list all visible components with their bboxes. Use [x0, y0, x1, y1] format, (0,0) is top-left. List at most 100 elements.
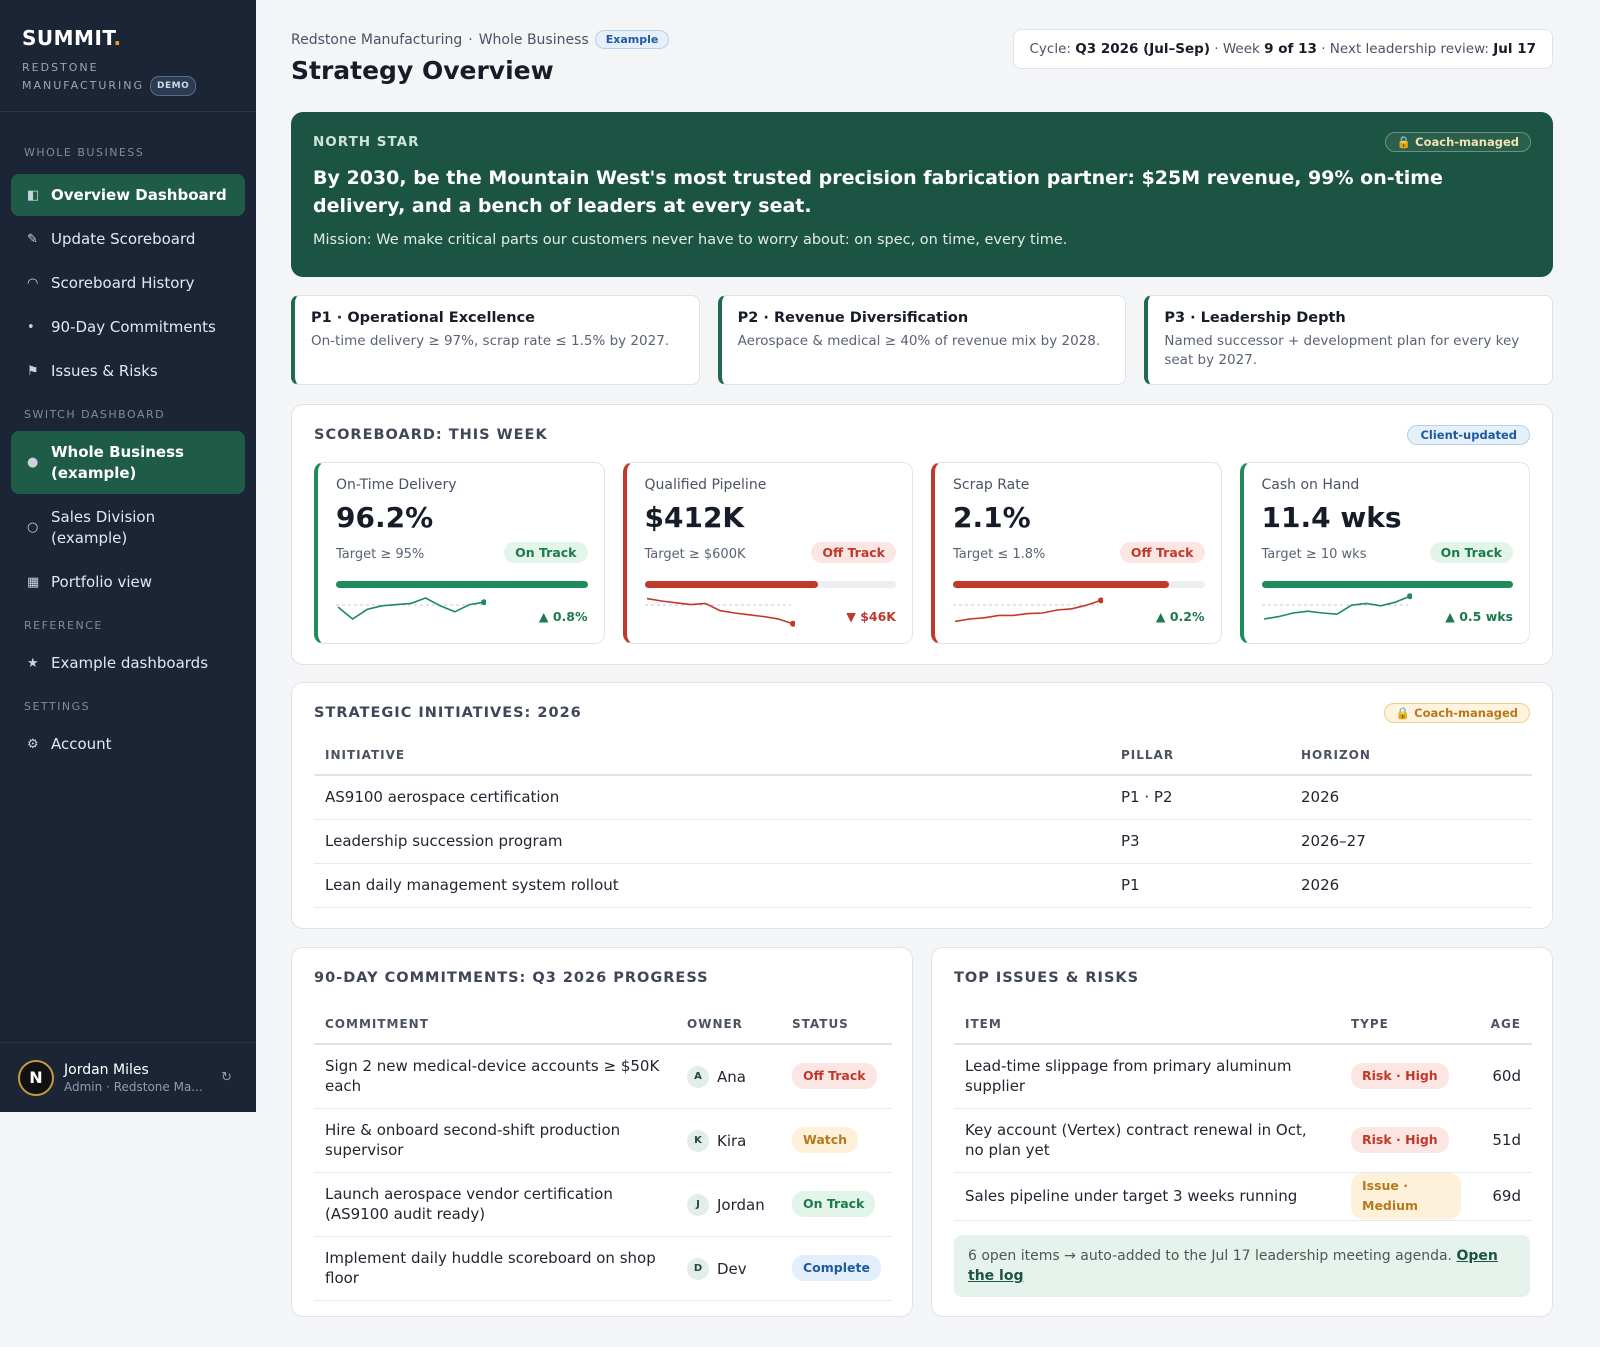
initiatives-card: STRATEGIC INITIATIVES: 2026 🔒 Coach-mana… [291, 682, 1553, 929]
sparkline [1261, 593, 1412, 620]
owner: K Kira [687, 1130, 746, 1152]
status-badge: Complete [792, 1255, 881, 1281]
status-badge: Watch [792, 1127, 859, 1153]
initiative-pillar: P1 · P2 [1110, 775, 1290, 820]
table-row[interactable]: Lean daily management system rollout P1 20… [314, 863, 1532, 908]
kpi-row: On-Time Delivery 96.2% Target ≥ 95% On Trac… [314, 462, 1530, 644]
nav-update-scoreboard[interactable]: ✎ Update Scoreboard [27, 230, 196, 248]
initiative-name: Leadership succession program [314, 819, 1110, 864]
owner: D Dev [687, 1258, 747, 1280]
nav-example-dashboards[interactable]: ★ Example dashboards [27, 654, 209, 672]
table-row[interactable]: Lead-time slippage from primary aluminum… [954, 1044, 1532, 1109]
status-badge: On Track [792, 1191, 876, 1217]
table-row[interactable]: Launch aerospace vendor certification (A… [314, 1172, 892, 1237]
refresh-icon[interactable]: ↻ [221, 1070, 232, 1085]
pencil-icon: ✎ [27, 231, 38, 247]
kpi-target: Target ≤ 1.8% [953, 547, 1046, 562]
nav-90-day-commitments[interactable]: • 90-Day Commitments [27, 318, 216, 336]
sparkline-endpoint [789, 620, 795, 627]
pillars-row: P1 · Operational Excellence On-time deli… [291, 295, 1554, 385]
gear-icon: ⚙ [27, 736, 39, 752]
table-row[interactable]: Key account (Vertex) contract renewal in… [954, 1108, 1532, 1173]
table-row[interactable]: Hire & onboard second-shift production s… [314, 1108, 892, 1173]
nav-section-reference: REFERENCE [24, 619, 103, 632]
commitment-text: Implement daily huddle scoreboard on sho… [314, 1236, 676, 1301]
coach-managed-badge: 🔒 Coach-managed [1384, 132, 1531, 152]
initiative-horizon: 2026–27 [1290, 819, 1532, 864]
col-item: ITEM [954, 1004, 1340, 1045]
owner-avatar: D [687, 1258, 709, 1280]
issues-title: TOP ISSUES & RISKS [954, 970, 1140, 986]
company-name: REDSTONE MANUFACTURING DEMO [22, 60, 234, 96]
progress-fill [336, 581, 588, 588]
table-row[interactable]: Sales pipeline under target 3 weeks runn… [954, 1172, 1532, 1221]
nav-portfolio-view[interactable]: ▦ Portfolio view [27, 573, 153, 591]
history-icon: ◠ [27, 275, 39, 291]
col-type: TYPE [1340, 1004, 1472, 1045]
initiative-name: Lean daily management system rollout [314, 863, 1110, 908]
nav-section-switch-dashboard: SWITCH DASHBOARD [24, 408, 166, 421]
cycle-info: Cycle: Q3 2026 (Jul–Sep) · Week 9 of 13 … [1012, 29, 1553, 69]
issue-item: Key account (Vertex) contract renewal in… [954, 1108, 1340, 1173]
col-pillar: PILLAR [1110, 735, 1290, 776]
initiative-horizon: 2026 [1290, 775, 1532, 820]
sparkline [336, 597, 486, 620]
table-row[interactable]: Implement daily huddle scoreboard on sho… [314, 1236, 892, 1301]
table-row[interactable]: Leadership succession program P3 2026–27 [314, 819, 1532, 864]
coach-managed-badge: 🔒 Coach-managed [1383, 703, 1530, 723]
nav-issues-risks[interactable]: ⚑ Issues & Risks [27, 362, 158, 380]
issue-age: 69d [1472, 1172, 1532, 1221]
nav-section-whole-business: WHOLE BUSINESS [24, 146, 145, 159]
breadcrumb-company[interactable]: Redstone Manufacturing [291, 31, 463, 48]
page-title: Strategy Overview [291, 56, 554, 85]
flag-icon: ⚑ [27, 363, 39, 379]
table-row[interactable]: AS9100 aerospace certification P1 · P2 202… [314, 775, 1532, 820]
status-badge: On Track [504, 542, 588, 563]
open-log-link[interactable]: Open the log [968, 1248, 1498, 1284]
commitments-table: COMMITMENT OWNER STATUS Sign 2 new medic… [314, 1004, 892, 1301]
sidebar: SUMMIT. REDSTONE MANUFACTURING DEMO WHOLE… [0, 0, 256, 1112]
brand-block: SUMMIT. REDSTONE MANUFACTURING DEMO [0, 0, 256, 112]
brand-logo[interactable]: SUMMIT. [22, 26, 122, 50]
progress-fill [644, 581, 819, 588]
issues-table: ITEM TYPE AGE Lead-time slippage from pr… [954, 1004, 1532, 1221]
user-profile[interactable]: N Jordan Miles Admin · Redstone Ma... ↻ [0, 1042, 256, 1112]
nav-section-settings: SETTINGS [24, 700, 91, 713]
breadcrumb-scope: Whole Business [478, 31, 589, 48]
switch-whole-business[interactable]: ● Whole Business (example) [11, 431, 245, 494]
commitment-text: Hire & onboard second-shift production s… [314, 1108, 676, 1173]
nav-scoreboard-history[interactable]: ◠ Scoreboard History [27, 274, 195, 292]
commitment-text: Launch aerospace vendor certification (A… [314, 1172, 676, 1237]
owner-name: Ana [717, 1068, 746, 1087]
dashboard-icon: ◧ [27, 187, 40, 203]
owner-avatar: K [687, 1130, 709, 1152]
kpi-delta: ▲ 0.2% [1155, 609, 1205, 624]
kpi-card[interactable]: Cash on Hand 11.4 wks Target ≥ 10 wks On Tr… [1239, 462, 1530, 644]
sparkline-path [1263, 595, 1410, 620]
issue-type-badge: Risk · High [1351, 1063, 1449, 1090]
kpi-card[interactable]: Scrap Rate 2.1% Target ≤ 1.8% Off Track ▲ 0.… [931, 462, 1222, 644]
client-updated-badge: Client-updated [1407, 425, 1530, 445]
initiatives-title: STRATEGIC INITIATIVES: 2026 [314, 705, 582, 721]
owner-avatar: J [687, 1194, 709, 1216]
issue-age: 60d [1472, 1044, 1532, 1109]
sparkline [644, 597, 795, 627]
kpi-value: 11.4 wks [1261, 501, 1402, 534]
scoreboard-card: SCOREBOARD: THIS WEEK Client-updated On-… [291, 404, 1553, 665]
table-row[interactable]: Sign 2 new medical-device accounts ≥ $50… [314, 1044, 892, 1109]
kpi-target: Target ≥ 10 wks [1261, 547, 1367, 562]
nav-overview-dashboard[interactable]: ◧ Overview Dashboard [11, 174, 245, 216]
kpi-delta: ▲ 0.5 wks [1445, 609, 1513, 624]
col-commitment: COMMITMENT [314, 1004, 676, 1045]
kpi-card[interactable]: Qualified Pipeline $412K Target ≥ $600K Off… [622, 462, 913, 644]
owner: J Jordan [687, 1194, 765, 1216]
kpi-value: 96.2% [336, 501, 434, 534]
dot-icon: • [27, 319, 35, 335]
switch-sales-division[interactable]: ○ Sales Division (example) [27, 507, 156, 547]
pillar-card: P3 · Leadership Depth Named successor + … [1144, 295, 1554, 385]
col-status: STATUS [781, 1004, 892, 1045]
owner-name: Kira [717, 1132, 747, 1150]
nav-account[interactable]: ⚙ Account [27, 735, 112, 753]
kpi-card[interactable]: On-Time Delivery 96.2% Target ≥ 95% On Trac… [314, 462, 605, 644]
initiatives-table: INITIATIVE PILLAR HORIZON AS9100 aerospa… [314, 735, 1532, 908]
